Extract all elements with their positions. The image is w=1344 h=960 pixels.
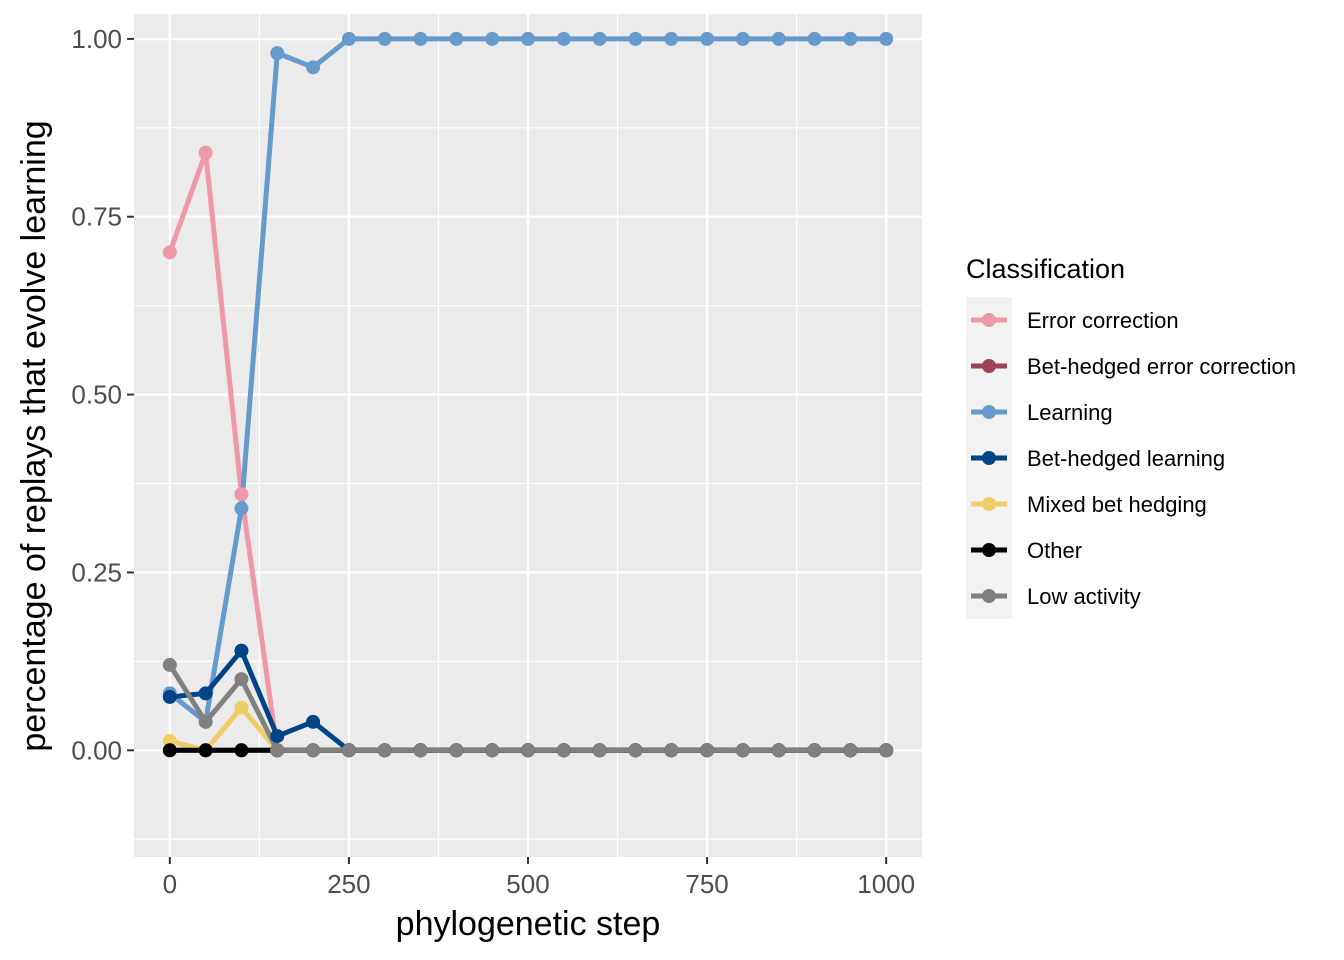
data-point-learning — [735, 31, 750, 46]
y-tick-label: 0.75 — [71, 202, 122, 232]
data-point-low-activity — [879, 743, 894, 758]
x-tick-label: 500 — [506, 869, 549, 899]
data-point-low-activity — [306, 743, 321, 758]
legend: Classification Error correction Bet-hedge… — [966, 254, 1296, 619]
data-point-low-activity — [413, 743, 428, 758]
data-point-low-activity — [485, 743, 500, 758]
data-point-bet-hedged-learning — [270, 729, 285, 744]
data-point-learning — [449, 31, 464, 46]
legend-label: Low activity — [1027, 584, 1141, 609]
data-point-low-activity — [162, 657, 177, 672]
data-point-learning — [413, 31, 428, 46]
data-point-low-activity — [341, 743, 356, 758]
data-point-low-activity — [771, 743, 786, 758]
data-point-learning — [234, 501, 249, 516]
data-point-low-activity — [700, 743, 715, 758]
data-point-learning — [485, 31, 500, 46]
data-point-low-activity — [521, 743, 535, 758]
legend-items: Error correction Bet-hedged error correct… — [971, 308, 1296, 609]
data-point-learning — [700, 31, 715, 46]
data-point-bet-hedged-learning — [306, 714, 321, 729]
legend-key-point — [982, 359, 996, 373]
series-points — [162, 31, 894, 758]
y-tick-label: 0.50 — [71, 380, 122, 410]
legend-key-point — [982, 589, 996, 603]
data-point-low-activity — [449, 743, 464, 758]
data-point-low-activity — [377, 743, 392, 758]
data-point-low-activity — [270, 743, 285, 758]
data-point-bet-hedged-learning — [234, 643, 249, 658]
data-point-error-correction — [162, 245, 177, 260]
legend-label: Error correction — [1027, 308, 1179, 333]
x-tick-label: 250 — [327, 869, 370, 899]
data-point-learning — [306, 60, 321, 75]
data-point-low-activity — [628, 743, 643, 758]
legend-label: Bet-hedged error correction — [1027, 354, 1296, 379]
legend-label: Mixed bet hedging — [1027, 492, 1207, 517]
legend-key-point — [982, 405, 996, 419]
data-point-learning — [771, 31, 786, 46]
data-point-low-activity — [198, 714, 213, 729]
data-point-low-activity — [592, 743, 607, 758]
data-point-error-correction — [198, 145, 213, 160]
data-point-learning — [807, 31, 822, 46]
data-point-learning — [592, 31, 607, 46]
data-point-low-activity — [664, 743, 679, 758]
legend-label: Other — [1027, 538, 1082, 563]
data-point-learning — [628, 31, 643, 46]
y-tick-label: 0.00 — [71, 735, 122, 765]
data-point-low-activity — [735, 743, 750, 758]
data-point-bet-hedged-learning — [162, 689, 177, 704]
data-point-learning — [270, 46, 285, 61]
data-point-error-correction — [234, 487, 249, 502]
data-point-low-activity — [234, 672, 249, 687]
legend-key-point — [982, 313, 996, 327]
data-point-other — [198, 743, 213, 758]
y-tick-label: 1.00 — [71, 24, 122, 54]
x-tick-label: 1000 — [857, 869, 915, 899]
data-point-mixed-bet-hedging — [234, 700, 249, 715]
axis-ticks — [127, 37, 888, 864]
data-point-learning — [521, 31, 535, 46]
data-point-learning — [879, 31, 894, 46]
legend-key-point — [982, 451, 996, 465]
data-point-low-activity — [807, 743, 822, 758]
legend-label: Learning — [1027, 400, 1113, 425]
data-point-bet-hedged-learning — [198, 686, 213, 701]
data-point-other — [162, 743, 177, 758]
y-tick-label: 0.25 — [71, 557, 122, 587]
data-point-other — [234, 743, 249, 758]
x-tick-label: 0 — [163, 869, 177, 899]
data-point-low-activity — [556, 743, 571, 758]
legend-label: Bet-hedged learning — [1027, 446, 1225, 471]
data-point-learning — [377, 31, 392, 46]
y-axis-title: percentage of replays that evolve learni… — [15, 120, 53, 751]
data-point-learning — [556, 31, 571, 46]
data-point-learning — [664, 31, 679, 46]
tick-labels: 0 250 500 750 1000 0.00 0.25 0.50 0.75 1.00 — [71, 24, 915, 899]
data-point-learning — [843, 31, 858, 46]
legend-title: Classification — [966, 254, 1125, 284]
x-tick-label: 750 — [685, 869, 728, 899]
data-point-learning — [341, 31, 356, 46]
legend-key-point — [982, 497, 996, 511]
x-axis-title: phylogenetic step — [396, 905, 661, 943]
legend-key-point — [982, 543, 996, 557]
data-point-low-activity — [843, 743, 858, 758]
